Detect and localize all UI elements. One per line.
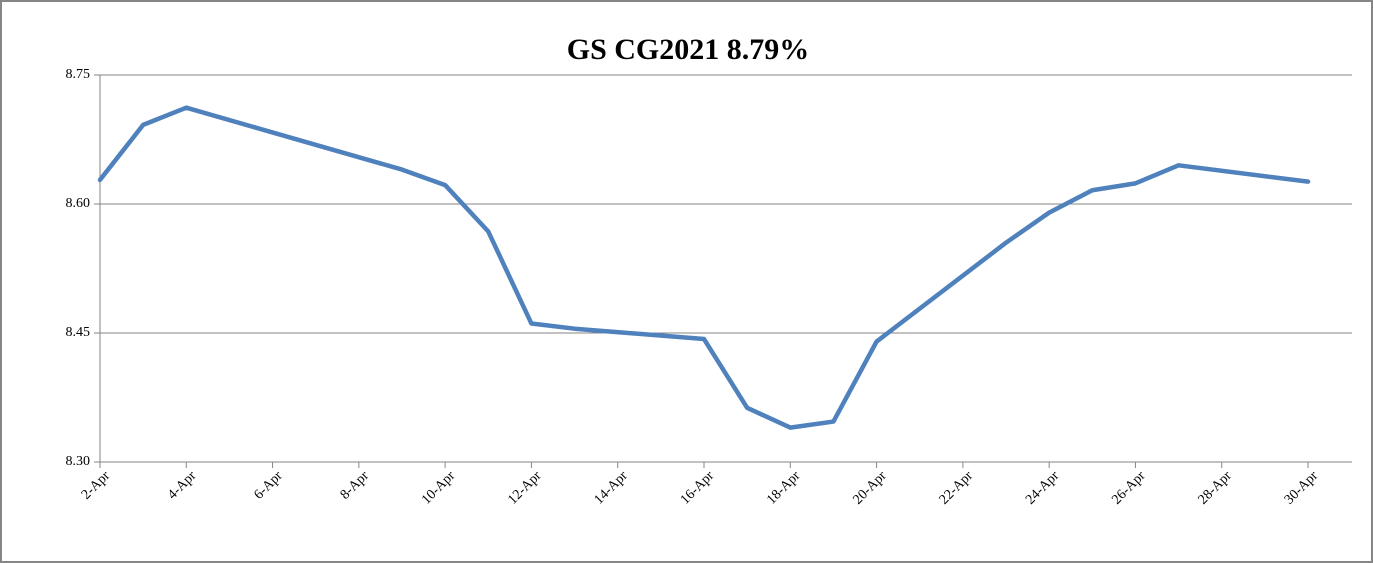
- y-tick-label: 8.60: [66, 196, 91, 211]
- y-tick-label: 8.75: [66, 67, 91, 82]
- y-tick-label: 8.30: [66, 454, 91, 469]
- data-line: [97, 105, 1311, 430]
- chart-title: GS CG2021 8.79%: [567, 33, 810, 66]
- y-tick-label: 8.45: [66, 325, 91, 340]
